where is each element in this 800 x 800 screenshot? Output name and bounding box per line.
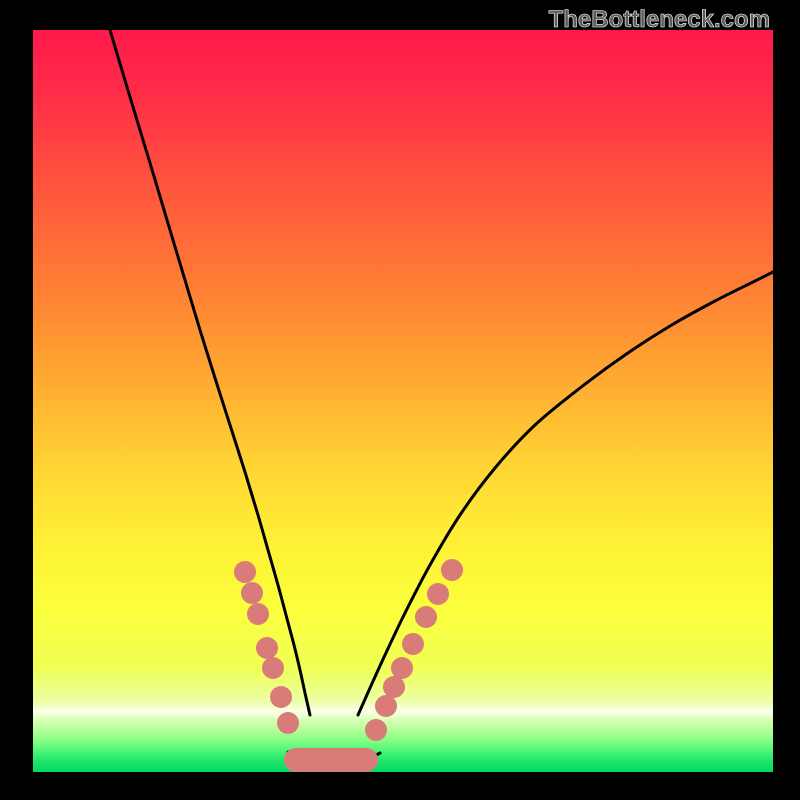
- marker-left-5: [270, 686, 292, 708]
- marker-left-3: [256, 637, 278, 659]
- marker-left-4: [262, 657, 284, 679]
- marker-left-0: [234, 561, 256, 583]
- marker-left-1: [241, 582, 263, 604]
- chart-title: TheBottleneck.com: [549, 6, 770, 34]
- marker-right-5: [415, 606, 437, 628]
- marker-right-1: [375, 695, 397, 717]
- marker-left-2: [247, 603, 269, 625]
- marker-right-6: [427, 583, 449, 605]
- marker-right-4: [402, 633, 424, 655]
- marker-right-3: [391, 657, 413, 679]
- chart-svg-layer: [0, 0, 800, 800]
- marker-right-7: [441, 559, 463, 581]
- curve-left: [110, 30, 310, 715]
- marker-left-6: [277, 712, 299, 734]
- marker-right-2: [383, 676, 405, 698]
- marker-right-0: [365, 719, 387, 741]
